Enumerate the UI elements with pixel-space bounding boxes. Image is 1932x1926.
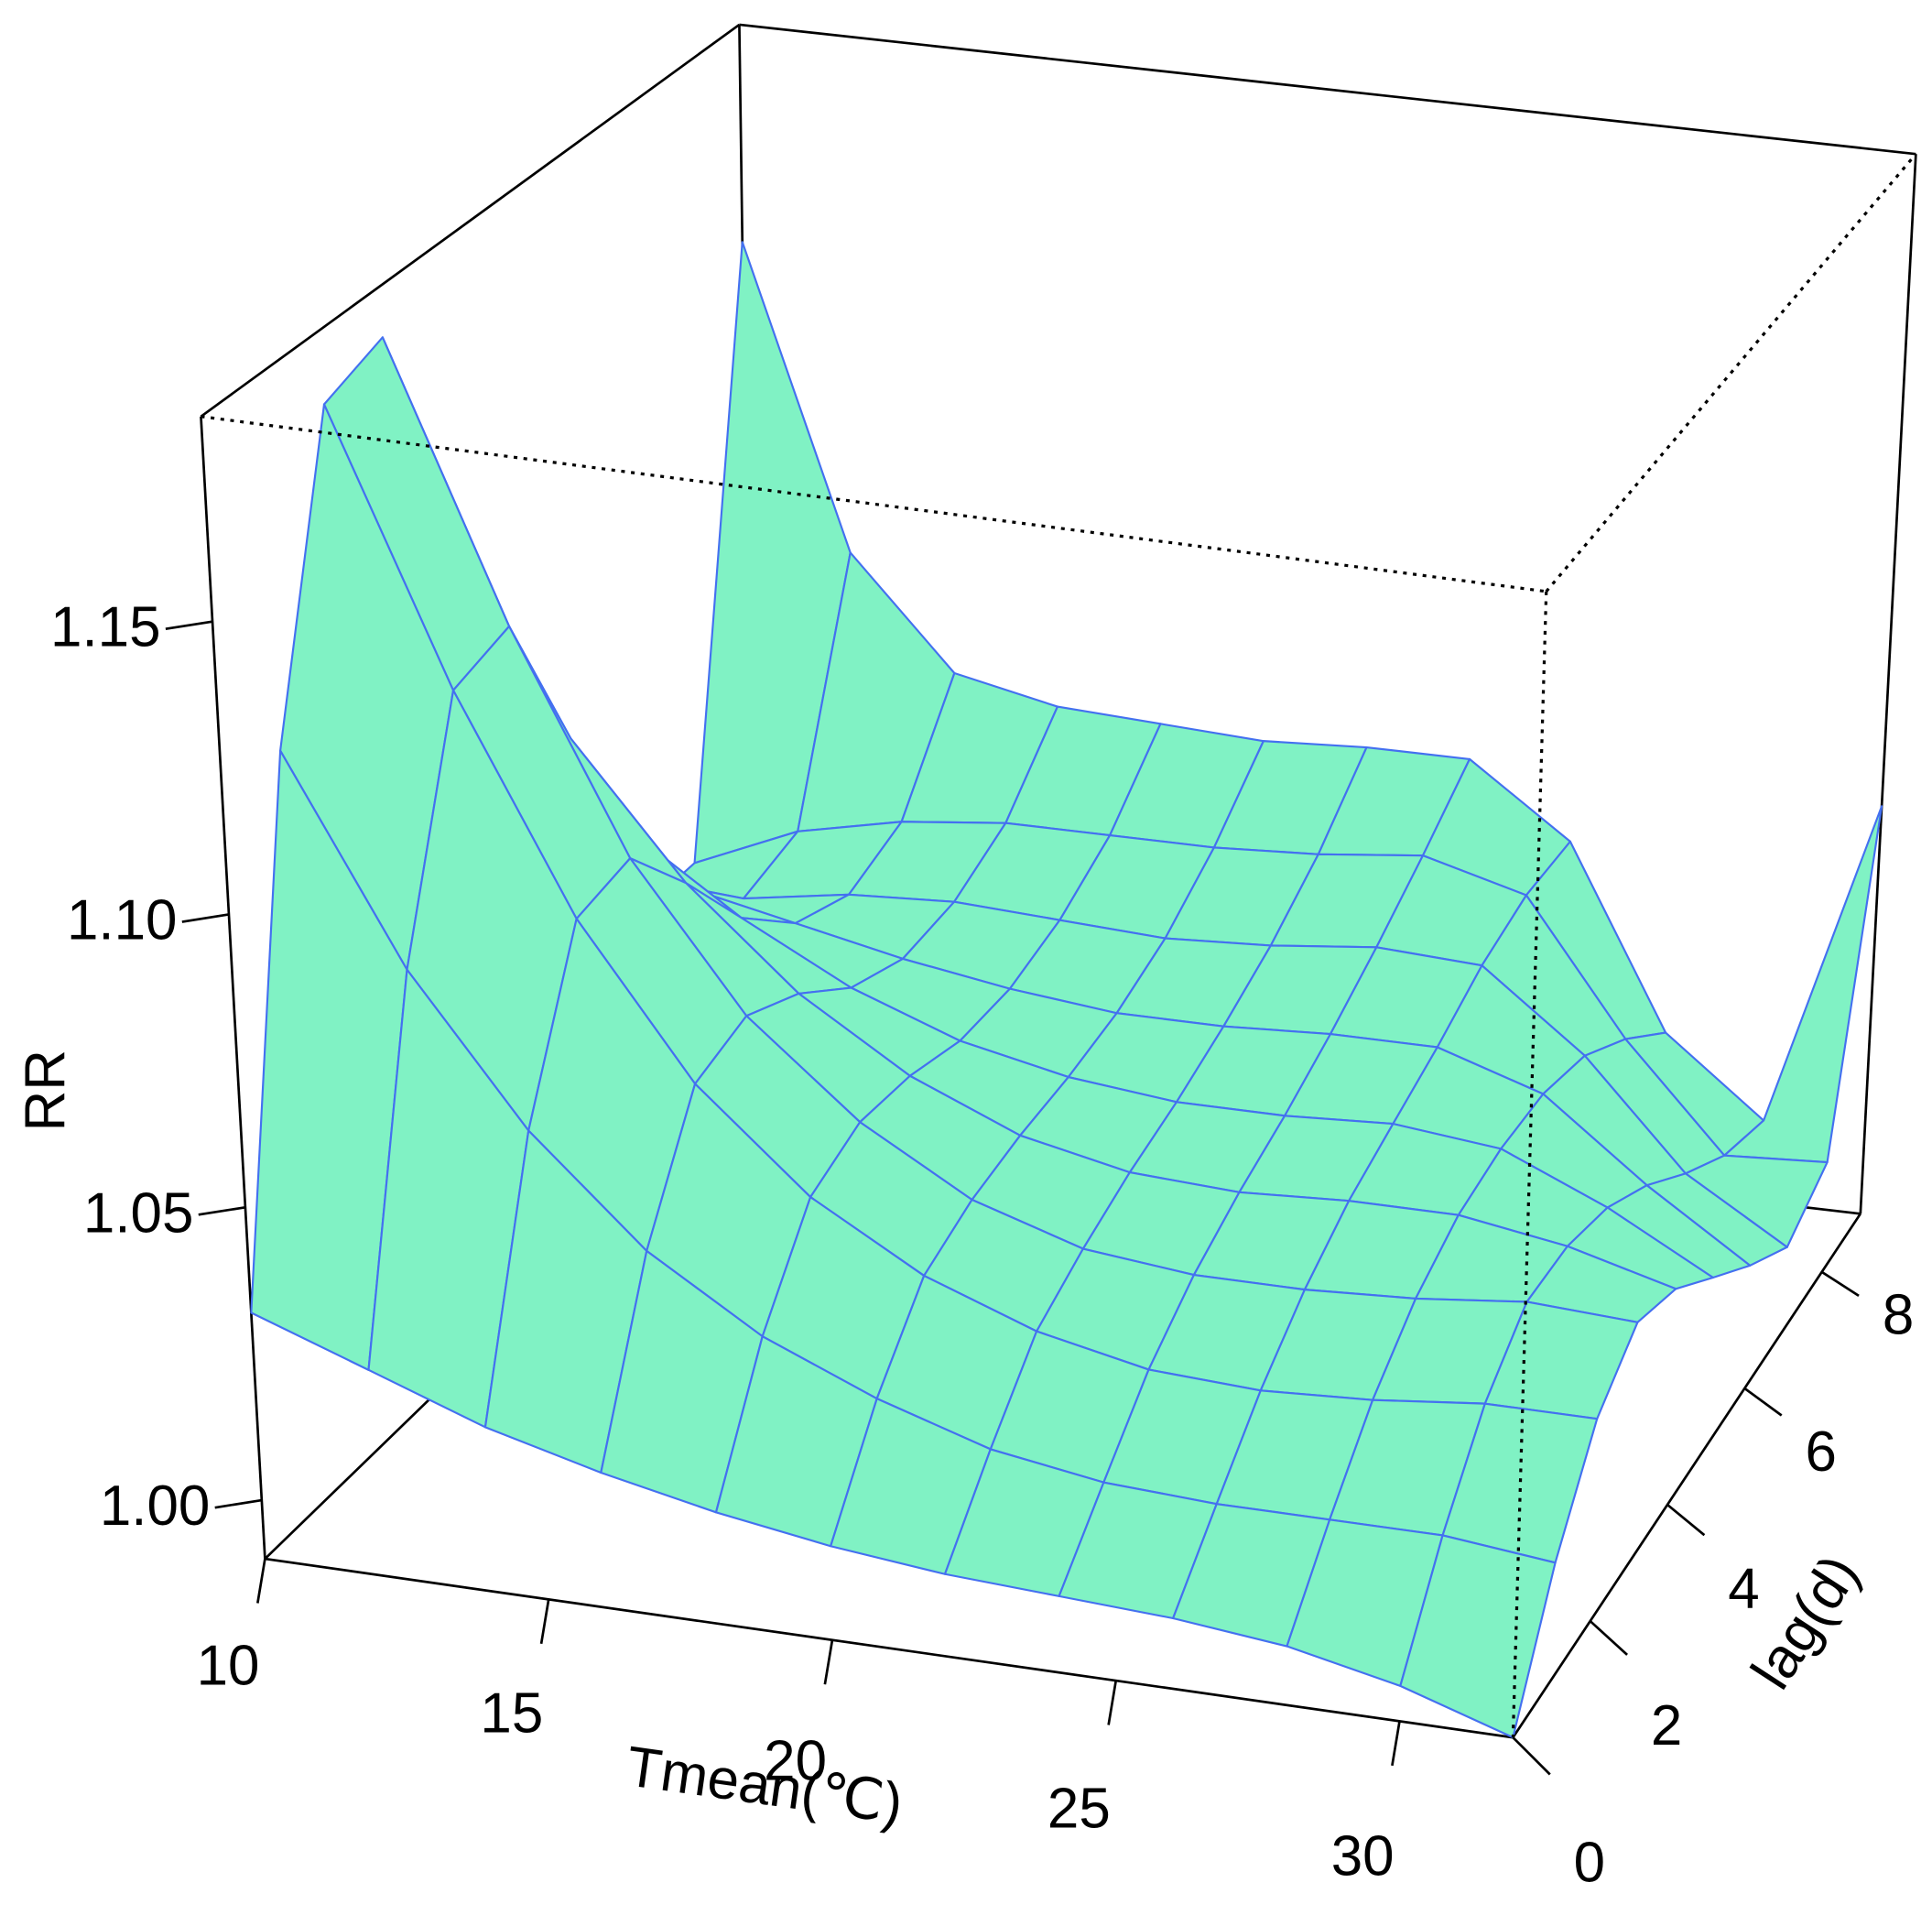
x-tick-label: 25: [1047, 1777, 1111, 1840]
z-tick-label: 1.10: [67, 889, 177, 952]
y-tick-label: 8: [1883, 1284, 1914, 1347]
y-tick-label: 2: [1651, 1694, 1682, 1757]
x-tick-label: 20: [764, 1729, 827, 1792]
y-tick: [1820, 1270, 1860, 1297]
box-edge: [1545, 153, 1917, 593]
surface: [250, 241, 1883, 1739]
x-tick: [539, 1599, 550, 1645]
box-edge: [265, 1557, 1514, 1739]
y-tick-label: 6: [1806, 1420, 1837, 1484]
z-tick: [165, 620, 213, 631]
z-tick: [214, 1498, 263, 1509]
y-tick: [1512, 1736, 1551, 1776]
box-edge: [1512, 1213, 1861, 1738]
y-tick-label: 4: [1728, 1558, 1759, 1621]
box-edge: [1511, 591, 1548, 1738]
x-tick: [1391, 1721, 1401, 1767]
y-tick: [1589, 1620, 1628, 1656]
z-axis-title: RR: [14, 1050, 77, 1131]
box-front: 10 15 20 25 30 0 2 4 6 8 1.00 1.05 1.10 1.15: [50, 153, 1917, 1895]
z-tick-label: 1.15: [50, 596, 160, 659]
z-tick-label: 1.05: [83, 1181, 193, 1245]
x-tick: [1107, 1680, 1118, 1725]
box-edge: [200, 416, 266, 1560]
box-edge: [739, 23, 1916, 156]
x-tick-label: 15: [480, 1681, 543, 1745]
z-tick: [198, 1205, 246, 1216]
z-tick: [181, 913, 230, 923]
x-tick: [823, 1639, 834, 1685]
box-edge: [1859, 154, 1917, 1214]
x-tick-label: 30: [1331, 1824, 1395, 1888]
y-tick: [1743, 1387, 1783, 1417]
x-tick-label: 10: [197, 1634, 260, 1697]
z-tick-label: 1.00: [100, 1474, 210, 1538]
x-tick: [256, 1558, 266, 1604]
y-tick: [1666, 1503, 1706, 1537]
y-tick-label: 0: [1574, 1832, 1605, 1895]
surface-cell: [1399, 1534, 1557, 1739]
box-edge: [200, 23, 741, 418]
